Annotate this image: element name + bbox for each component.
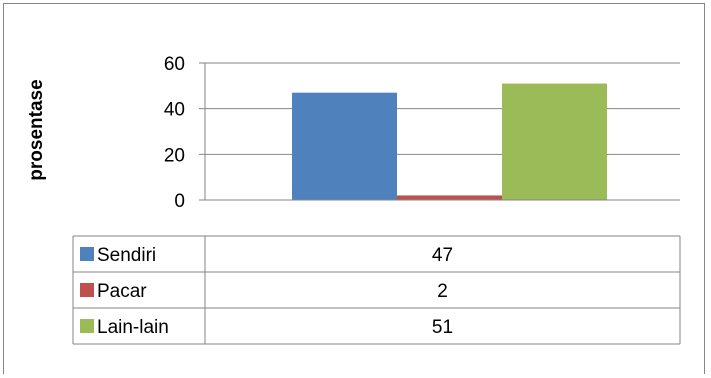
table-series-name: Pacar [97, 281, 147, 302]
bar-lain-lain [502, 83, 607, 200]
table-series-name: Sendiri [97, 245, 156, 266]
table-value: 51 [432, 317, 453, 338]
y-tick-label: 0 [174, 191, 185, 212]
data-table: Sendiri 47 Pacar 2 Lain-lain 51 [72, 235, 681, 345]
y-tick-labels: 0 20 40 60 [164, 54, 185, 212]
y-axis-label: prosentase [26, 79, 47, 180]
table-series-name: Lain-lain [97, 317, 169, 338]
axes [199, 62, 680, 201]
legend-swatch [80, 319, 94, 333]
y-tick-label: 20 [164, 145, 185, 166]
bar-sendiri [292, 92, 397, 200]
gridlines [205, 62, 680, 155]
legend-swatch [80, 283, 94, 297]
table-value: 47 [432, 245, 453, 266]
bars [292, 83, 607, 200]
y-tick-label: 60 [164, 54, 185, 75]
bar-pacar [397, 195, 502, 200]
table-value: 2 [437, 281, 448, 302]
chart-frame [3, 3, 705, 374]
y-tick-label: 40 [164, 100, 185, 121]
legend-swatch [80, 247, 94, 261]
